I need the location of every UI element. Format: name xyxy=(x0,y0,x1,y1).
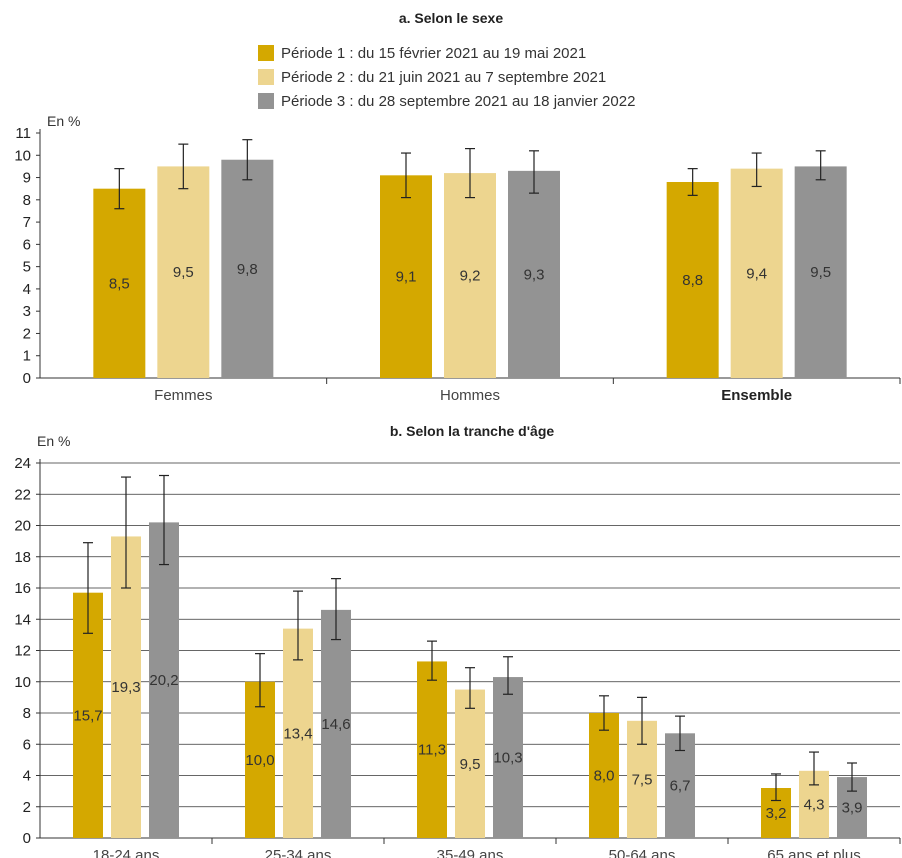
panel-b-bar-18-24-ans-p3 xyxy=(149,522,179,838)
panel-b-group-50-64-ans: 8,0 7,5 6,7 xyxy=(589,695,695,838)
legend: Période 1 : du 15 février 2021 au 19 mai… xyxy=(258,45,635,110)
panel-a-y-tick-label-7: 7 xyxy=(23,214,31,231)
panel-a-data-label-femmes-p2: 9,5 xyxy=(173,264,194,281)
panel-b-data-label-65-ans-et-plus-p2: 4,3 xyxy=(804,796,825,813)
panel-b-data-label-35-49-ans-p3: 10,3 xyxy=(493,750,522,767)
panel-a-bar-femmes-p2 xyxy=(157,166,210,378)
panel-b-bar-25-34-ans-p2 xyxy=(283,628,313,838)
panel-a-category-label-ensemble: Ensemble xyxy=(721,387,792,404)
panel-a-bar-femmes-p3 xyxy=(221,159,274,378)
panel-a-data-label-ensemble-p3: 9,5 xyxy=(810,264,831,281)
panel-b-y-tick-label-14: 14 xyxy=(14,611,31,628)
panel-b-data-label-65-ans-et-plus-p1: 3,2 xyxy=(766,805,787,822)
panel-b-data-label-18-24-ans-p3: 20,2 xyxy=(149,672,178,689)
panel-b-y-tick-label-24: 24 xyxy=(14,455,31,472)
panel-a-category-label-femmes: Femmes xyxy=(154,387,212,404)
panel-b-bar-25-34-ans-p1 xyxy=(245,681,275,838)
panel-b-title: b. Selon la tranche d'âge xyxy=(390,423,555,439)
legend-swatch-periode-2 xyxy=(258,69,274,85)
legend-label-periode-3: Période 3 : du 28 septembre 2021 au 18 j… xyxy=(281,93,635,110)
panel-b-y-tick-label-4: 4 xyxy=(23,768,31,785)
panel-b-bar-35-49-ans-p1 xyxy=(417,661,447,838)
panel-b-category-label-25-34-ans: 25-34 ans xyxy=(265,847,332,858)
panel-b-group-18-24-ans: 15,7 19,3 20,2 xyxy=(73,474,179,838)
panel-a-plot: 0 1 2 3 4 5 6 7 8 9 10 11 8,5 9,5 9,8 Femmes 9,1 9,2 9,3 Ho… xyxy=(14,125,901,404)
panel-b-y-tick-label-8: 8 xyxy=(23,705,31,722)
panel-b-data-label-18-24-ans-p1: 15,7 xyxy=(73,707,102,724)
legend-item-periode-3: Période 3 : du 28 septembre 2021 au 18 j… xyxy=(258,93,635,110)
legend-item-periode-2: Période 2 : du 21 juin 2021 au 7 septemb… xyxy=(258,69,606,86)
legend-swatch-periode-1 xyxy=(258,45,274,61)
panel-b-category-label-65-ans-et-plus: 65 ans et plus xyxy=(767,847,860,858)
panel-a-y-tick-label-9: 9 xyxy=(23,170,31,187)
panel-b-data-label-35-49-ans-p2: 9,5 xyxy=(460,756,481,773)
panel-b-data-label-25-34-ans-p3: 14,6 xyxy=(321,716,350,733)
panel-a-bar-hommes-p3 xyxy=(508,170,560,378)
panel-a-bar-ensemble-p3 xyxy=(794,166,847,378)
panel-b-y-tick-label-6: 6 xyxy=(23,736,31,753)
panel-b-data-label-50-64-ans-p1: 8,0 xyxy=(594,768,615,785)
panel-b-y-tick-label-22: 22 xyxy=(14,486,31,503)
panel-b-y-tick-label-2: 2 xyxy=(23,799,31,816)
panel-a-bar-hommes-p1 xyxy=(380,175,432,378)
panel-a-data-label-femmes-p3: 9,8 xyxy=(237,261,258,278)
panel-a-group-ensemble: 8,8 9,4 9,5 xyxy=(666,150,847,378)
panel-a-y-tick-label-6: 6 xyxy=(23,236,31,253)
panel-b-bar-35-49-ans-p2 xyxy=(455,689,485,838)
panel-a-data-label-femmes-p1: 8,5 xyxy=(109,275,130,292)
panel-a-category-label-hommes: Hommes xyxy=(440,387,500,404)
panel-b-data-label-65-ans-et-plus-p3: 3,9 xyxy=(842,800,863,817)
panel-b-bar-25-34-ans-p3 xyxy=(321,609,351,838)
panel-a-bar-ensemble-p1 xyxy=(666,182,719,378)
panel-a-y-tick-label-10: 10 xyxy=(14,147,31,164)
panel-b-data-label-35-49-ans-p1: 11,3 xyxy=(418,742,446,759)
panel-a-y-tick-label-2: 2 xyxy=(23,325,31,342)
panel-b-y-tick-label-10: 10 xyxy=(14,674,31,691)
panel-b-category-label-18-24-ans: 18-24 ans xyxy=(93,847,160,858)
panel-b-bar-35-49-ans-p3 xyxy=(493,677,523,838)
panel-a-data-label-hommes-p2: 9,2 xyxy=(460,268,481,285)
panel-a-y-tick-label-11: 11 xyxy=(15,125,31,142)
panel-a-data-label-hommes-p1: 9,1 xyxy=(396,269,417,286)
panel-b-y-tick-label-16: 16 xyxy=(14,580,31,597)
panel-b-y-tick-label-12: 12 xyxy=(14,643,31,660)
panel-a-bar-femmes-p1 xyxy=(93,188,146,378)
panel-b-data-label-25-34-ans-p2: 13,4 xyxy=(283,725,312,742)
panel-b-data-label-50-64-ans-p3: 6,7 xyxy=(670,778,691,795)
panel-a-data-label-ensemble-p1: 8,8 xyxy=(682,272,703,289)
panel-a-data-label-hommes-p3: 9,3 xyxy=(524,266,545,283)
panel-a-data-label-ensemble-p2: 9,4 xyxy=(746,265,767,282)
panel-b-group-35-49-ans: 11,3 9,5 10,3 xyxy=(417,640,523,838)
legend-label-periode-1: Période 1 : du 15 février 2021 au 19 mai… xyxy=(281,45,586,62)
panel-b-bar-50-64-ans-p1 xyxy=(589,713,619,838)
panel-b-y-tick-label-0: 0 xyxy=(23,830,31,847)
panel-a-group-hommes: 9,1 9,2 9,3 xyxy=(380,147,560,378)
panel-a-y-tick-label-4: 4 xyxy=(23,281,31,298)
legend-swatch-periode-3 xyxy=(258,93,274,109)
panel-b-category-label-35-49-ans: 35-49 ans xyxy=(437,847,504,858)
panel-b-data-label-25-34-ans-p1: 10,0 xyxy=(245,752,274,769)
panel-a-y-axis-label: En % xyxy=(47,113,80,129)
panel-b-y-tick-label-20: 20 xyxy=(14,518,31,535)
panel-b-category-label-50-64-ans: 50-64 ans xyxy=(609,847,676,858)
legend-item-periode-1: Période 1 : du 15 février 2021 au 19 mai… xyxy=(258,45,586,62)
panel-a-y-tick-label-3: 3 xyxy=(23,303,31,320)
panel-a-title: a. Selon le sexe xyxy=(399,10,503,26)
panel-b-group-65-ans-et-plus: 3,2 4,3 3,9 xyxy=(761,751,867,838)
panel-a-bar-ensemble-p2 xyxy=(730,168,783,378)
panel-b-y-tick-label-18: 18 xyxy=(14,549,31,566)
panel-b-y-axis-label: En % xyxy=(37,433,70,449)
panel-a-y-tick-label-1: 1 xyxy=(23,348,31,365)
panel-a-y-tick-label-8: 8 xyxy=(23,192,31,209)
panel-a-y-tick-label-0: 0 xyxy=(23,370,31,387)
panel-a-bar-hommes-p2 xyxy=(444,173,496,378)
panel-b-data-label-50-64-ans-p2: 7,5 xyxy=(632,771,653,788)
legend-label-periode-2: Période 2 : du 21 juin 2021 au 7 septemb… xyxy=(281,69,606,86)
panel-a-y-tick-label-5: 5 xyxy=(23,259,31,276)
panel-b-group-25-34-ans: 10,0 13,4 14,6 xyxy=(245,578,351,838)
panel-b-data-label-18-24-ans-p2: 19,3 xyxy=(111,679,140,696)
panel-a-group-femmes: 8,5 9,5 9,8 xyxy=(93,139,274,378)
